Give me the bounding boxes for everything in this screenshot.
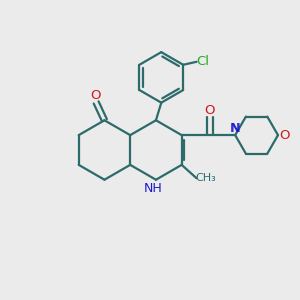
Text: CH₃: CH₃	[196, 173, 216, 183]
Text: O: O	[90, 89, 101, 102]
Text: O: O	[205, 104, 215, 117]
Text: NH: NH	[144, 182, 163, 195]
Text: N: N	[230, 122, 240, 135]
Text: N: N	[231, 122, 240, 135]
Text: Cl: Cl	[196, 55, 210, 68]
Text: O: O	[279, 129, 290, 142]
